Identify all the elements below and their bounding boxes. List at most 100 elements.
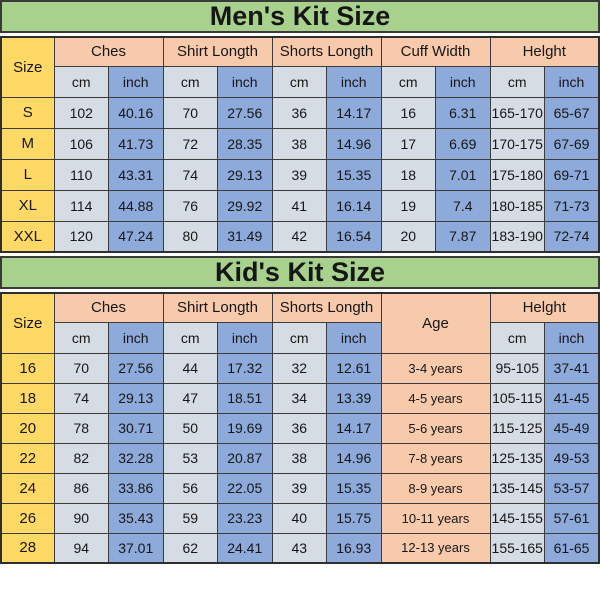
kids-title: Kid's Kit Size [215, 257, 385, 287]
size-cell: 24 [0, 472, 55, 504]
table-cell: 61-65 [544, 532, 600, 564]
table-cell: 70 [53, 352, 109, 384]
table-cell: 40.16 [108, 96, 164, 129]
table-cell: 115-125 [489, 412, 545, 444]
table-row: 28 94 37.01 62 24.41 43 16.93 12-13 year… [0, 532, 600, 564]
age-cell: 8-9 years [380, 472, 491, 504]
table-cell: 74 [53, 382, 109, 414]
table-cell: 106 [53, 127, 109, 160]
unit-inch-header: inch [217, 321, 273, 354]
table-cell: 7.4 [435, 189, 491, 222]
table-cell: 40 [271, 502, 327, 534]
table-cell: 71-73 [544, 189, 600, 222]
table-cell: 27.56 [217, 96, 273, 129]
table-cell: 31.49 [217, 220, 273, 253]
table-row: XXL 120 47.24 80 31.49 42 16.54 20 7.87 … [0, 220, 600, 253]
table-cell: 114 [53, 189, 109, 222]
size-cell: XL [0, 189, 55, 222]
table-cell: 155-165 [489, 532, 545, 564]
kids-shirt-length-header: Shirt Longth [162, 292, 273, 323]
table-cell: 37-41 [544, 352, 600, 384]
table-cell: 14.17 [326, 96, 382, 129]
mens-shorts-length-header: Shorts Longth [271, 36, 382, 67]
table-cell: 135-145 [489, 472, 545, 504]
table-cell: 183-190 [489, 220, 545, 253]
table-row: 16 70 27.56 44 17.32 32 12.61 3-4 years … [0, 352, 600, 384]
table-cell: 38 [271, 442, 327, 474]
table-cell: 50 [162, 412, 218, 444]
table-row: L 110 43.31 74 29.13 39 15.35 18 7.01 17… [0, 158, 600, 191]
table-cell: 165-170 [489, 96, 545, 129]
mens-title: Men's Kit Size [209, 1, 391, 31]
table-cell: 70 [162, 96, 218, 129]
table-cell: 15.35 [326, 158, 382, 191]
table-cell: 29.13 [108, 382, 164, 414]
table-cell: 57-61 [544, 502, 600, 534]
table-cell: 110 [53, 158, 109, 191]
table-cell: 7.87 [435, 220, 491, 253]
table-cell: 20.87 [217, 442, 273, 474]
table-cell: 125-135 [489, 442, 545, 474]
table-cell: 120 [53, 220, 109, 253]
table-cell: 18 [380, 158, 436, 191]
table-cell: 65-67 [544, 96, 600, 129]
mens-group-header-row: Size Ches Shirt Longth Shorts Longth Cuf… [0, 36, 600, 98]
table-cell: 44 [162, 352, 218, 384]
table-cell: 53-57 [544, 472, 600, 504]
table-cell: 78 [53, 412, 109, 444]
table-cell: 14.17 [326, 412, 382, 444]
table-cell: 105-115 [489, 382, 545, 414]
table-cell: 59 [162, 502, 218, 534]
table-row: M 106 41.73 72 28.35 38 14.96 17 6.69 17… [0, 127, 600, 160]
kids-title-bar: Kid's Kit Size [0, 256, 600, 289]
mens-cuff-width-header: Cuff Width [380, 36, 491, 67]
table-cell: 16.93 [326, 532, 382, 564]
table-cell: 180-185 [489, 189, 545, 222]
mens-height-header: Helght [489, 36, 600, 67]
table-cell: 18.51 [217, 382, 273, 414]
mens-size-table: Size Ches Shirt Longth Shorts Longth Cuf… [0, 36, 600, 253]
table-cell: 94 [53, 532, 109, 564]
age-cell: 7-8 years [380, 442, 491, 474]
table-cell: 43 [271, 532, 327, 564]
table-cell: 80 [162, 220, 218, 253]
table-cell: 14.96 [326, 442, 382, 474]
table-cell: 16.14 [326, 189, 382, 222]
size-cell: S [0, 96, 55, 129]
table-cell: 175-180 [489, 158, 545, 191]
table-cell: 27.56 [108, 352, 164, 384]
kids-age-header: Age [380, 292, 491, 354]
age-cell: 3-4 years [380, 352, 491, 384]
table-row: 24 86 33.86 56 22.05 39 15.35 8-9 years … [0, 472, 600, 504]
table-cell: 42 [271, 220, 327, 253]
table-cell: 35.43 [108, 502, 164, 534]
mens-chest-header: Ches [53, 36, 164, 67]
size-cell: XXL [0, 220, 55, 253]
table-cell: 38 [271, 127, 327, 160]
table-cell: 37.01 [108, 532, 164, 564]
unit-inch-header: inch [108, 65, 164, 98]
table-cell: 41 [271, 189, 327, 222]
table-cell: 34 [271, 382, 327, 414]
table-cell: 6.31 [435, 96, 491, 129]
size-cell: 16 [0, 352, 55, 384]
table-row: S 102 40.16 70 27.56 36 14.17 16 6.31 16… [0, 96, 600, 129]
unit-cm-header: cm [489, 321, 545, 354]
table-cell: 43.31 [108, 158, 164, 191]
table-cell: 32.28 [108, 442, 164, 474]
size-cell: 18 [0, 382, 55, 414]
table-cell: 45-49 [544, 412, 600, 444]
table-cell: 41-45 [544, 382, 600, 414]
unit-cm-header: cm [53, 321, 109, 354]
table-cell: 72-74 [544, 220, 600, 253]
size-cell: L [0, 158, 55, 191]
table-cell: 16 [380, 96, 436, 129]
mens-unit-header-row: cm inch cm inch cm inch cm inch cm inch [1, 65, 600, 98]
table-cell: 62 [162, 532, 218, 564]
table-cell: 29.92 [217, 189, 273, 222]
table-cell: 36 [271, 96, 327, 129]
table-cell: 6.69 [435, 127, 491, 160]
table-cell: 15.35 [326, 472, 382, 504]
table-cell: 102 [53, 96, 109, 129]
unit-inch-header: inch [544, 321, 600, 354]
